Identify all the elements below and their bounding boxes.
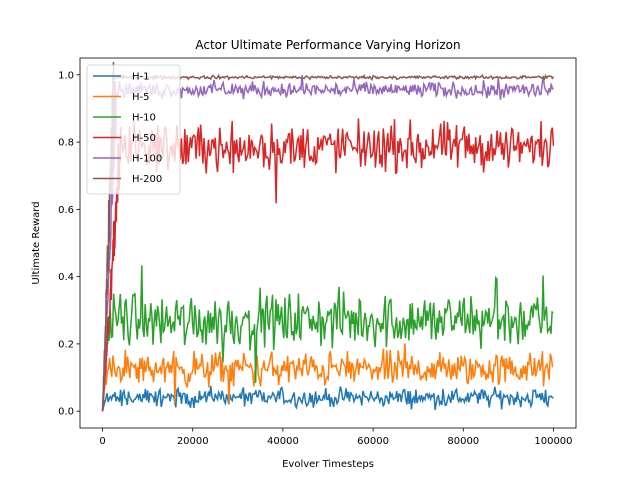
y-tick-label: 0.0 (58, 407, 74, 418)
y-tick-label: 0.6 (58, 205, 74, 216)
series-line-h-5 (101, 343, 554, 412)
y-tick-label: 0.2 (58, 339, 74, 350)
y-axis-label: Ultimate Reward (31, 201, 42, 284)
x-tick-label: 60000 (357, 436, 389, 447)
legend-label-h-50: H-50 (132, 133, 156, 144)
y-axis: 0.0 0.2 0.4 0.6 0.8 1.0 (58, 70, 80, 418)
legend: H-1 H-5 H-10 H-50 H-100 H-200 (86, 64, 181, 195)
legend-label-h-1: H-1 (132, 72, 150, 83)
x-tick-label: 100000 (534, 436, 572, 447)
series-line-h-10 (101, 265, 554, 412)
legend-label-h-5: H-5 (132, 92, 150, 103)
x-axis-label: Evolver Timesteps (282, 459, 374, 470)
legend-label-h-100: H-100 (132, 154, 162, 165)
y-tick-label: 0.8 (58, 138, 74, 149)
legend-label-h-200: H-200 (132, 174, 162, 185)
x-tick-label: 20000 (177, 436, 209, 447)
x-tick-label: 80000 (447, 436, 479, 447)
x-tick-label: 40000 (267, 436, 299, 447)
x-tick-label: 0 (99, 436, 105, 447)
plot-frame (79, 57, 577, 429)
legend-label-h-10: H-10 (132, 113, 156, 124)
y-tick-label: 0.4 (58, 272, 74, 283)
series-line-h-1 (101, 385, 554, 412)
y-tick-label: 1.0 (58, 70, 74, 81)
chart-title: Actor Ultimate Performance Varying Horiz… (195, 38, 460, 52)
x-axis: 0 20000 40000 60000 80000 100000 (99, 428, 573, 447)
